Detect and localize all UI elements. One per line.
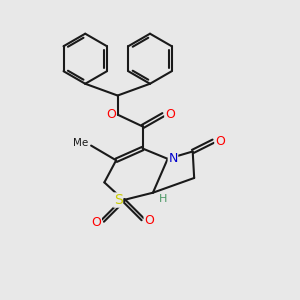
Text: H: H bbox=[159, 194, 167, 204]
Text: N: N bbox=[168, 152, 178, 165]
Text: Me: Me bbox=[73, 138, 88, 148]
Text: O: O bbox=[144, 214, 154, 227]
Text: O: O bbox=[215, 135, 225, 148]
Text: O: O bbox=[106, 108, 116, 121]
Text: S: S bbox=[114, 193, 123, 207]
Text: O: O bbox=[92, 216, 101, 229]
Text: O: O bbox=[165, 108, 175, 121]
